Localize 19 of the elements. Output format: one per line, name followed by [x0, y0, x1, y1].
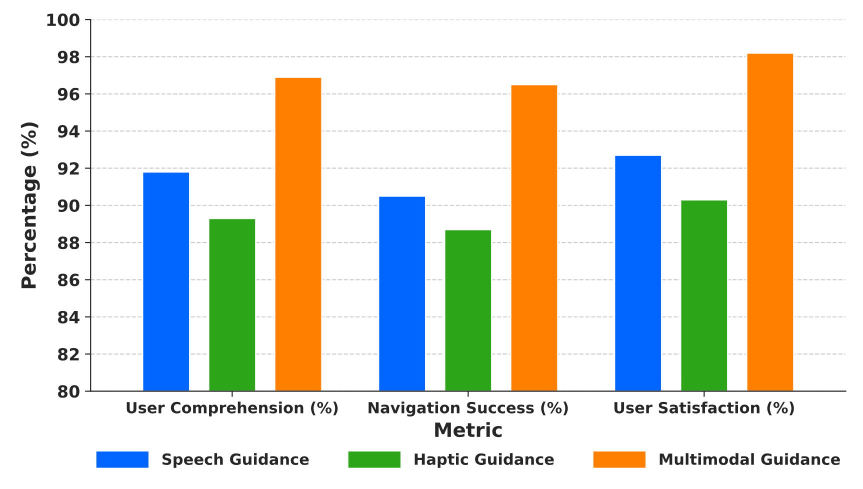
x-tick-label: User Satisfaction (%) — [614, 402, 794, 416]
y-tick-label: 80 — [58, 385, 80, 398]
x-tick-label: Navigation Success (%) — [368, 402, 568, 417]
legend-label: Speech Guidance — [162, 453, 309, 468]
y-tick-label: 84 — [58, 310, 80, 324]
y-tick-label: 92 — [58, 162, 79, 175]
y-tick-label: 96 — [58, 88, 80, 100]
x-axis-title: Metric — [435, 422, 502, 438]
x-tick-label: User Comprehension (%) — [126, 402, 338, 416]
legend-label: Multimodal Guidance — [660, 453, 840, 465]
legend-label: Haptic Guidance — [414, 453, 554, 468]
y-tick-label: 86 — [58, 274, 80, 286]
y-tick-label: 100 — [47, 14, 80, 26]
y-tick-label: 94 — [58, 125, 80, 138]
y-tick-label: 90 — [58, 199, 80, 212]
y-tick-label: 98 — [58, 50, 80, 64]
y-tick-label: 82 — [58, 348, 79, 361]
y-tick-label: 88 — [58, 236, 80, 250]
y-axis-title: Percentage (%) — [20, 122, 40, 288]
